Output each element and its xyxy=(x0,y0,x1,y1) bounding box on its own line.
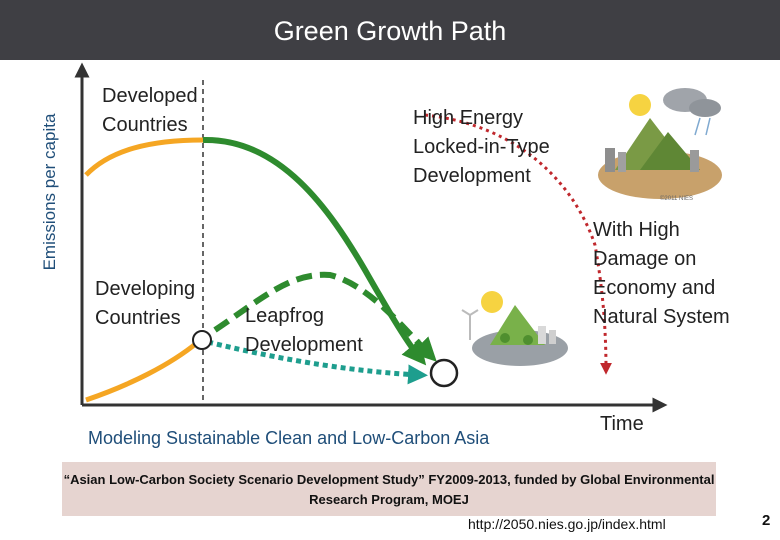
citation-box xyxy=(62,462,716,516)
source-url[interactable]: http://2050.nies.go.jp/index.html xyxy=(468,516,666,532)
title-bar xyxy=(0,0,780,60)
svg-text:©2011 NIES: ©2011 NIES xyxy=(660,195,693,202)
developed-countries-label: Developed Countries xyxy=(102,85,198,136)
footer-caption: Modeling Sustainable Clean and Low-Carbo… xyxy=(88,428,490,448)
developing-curve xyxy=(85,340,200,403)
developing-countries-label: Developing Countries xyxy=(95,278,196,329)
developing-start-circle xyxy=(192,330,212,350)
x-axis-label: Time xyxy=(600,413,644,435)
green-city-illustration xyxy=(461,291,568,366)
citation-text: “Asian Low-Carbon Society Scenario Devel… xyxy=(63,472,715,507)
high-damage-path xyxy=(424,113,612,375)
city-landscape-illustration: ©2011 NIES xyxy=(598,88,722,202)
slide-title: Green Growth Path xyxy=(273,16,507,46)
developing-teal-path xyxy=(207,339,428,385)
developed-green-path xyxy=(202,136,427,366)
target-circle xyxy=(429,358,459,388)
page-number: 2 xyxy=(762,512,771,529)
high-damage-label: With High Damage on Economy and Natural … xyxy=(593,219,730,328)
leapfrog-path xyxy=(213,271,437,362)
high-energy-label: High Energy Locked-in-Type Development xyxy=(413,107,550,187)
leapfrog-label: Leapfrog Development xyxy=(245,305,363,356)
developed-curve xyxy=(84,137,204,177)
